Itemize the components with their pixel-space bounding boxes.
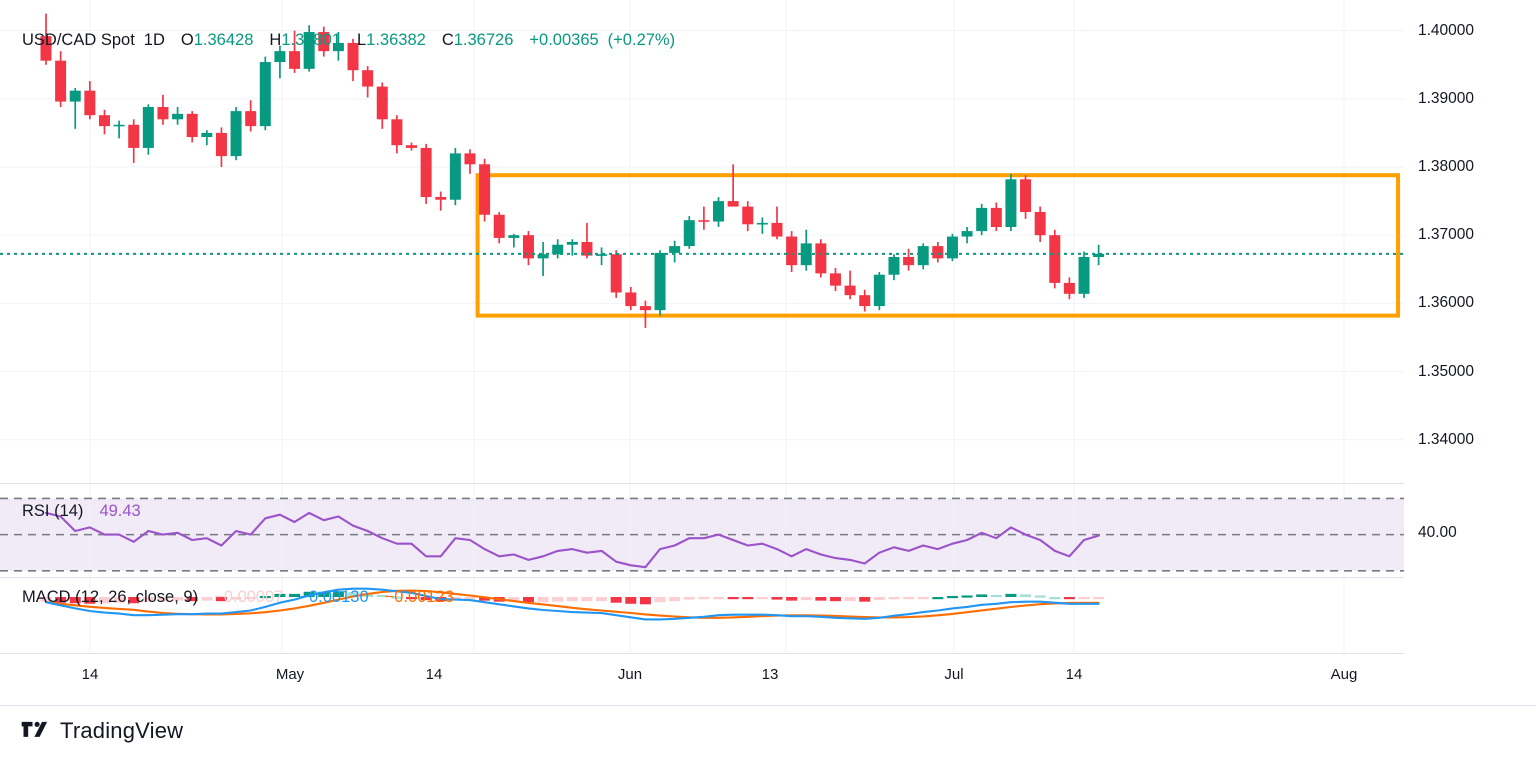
tradingview-logo: TradingView (20, 716, 183, 746)
y-axis-label: 1.40000 (1418, 21, 1475, 39)
x-axis-label: 13 (761, 666, 779, 683)
y-axis-label: 1.38000 (1418, 158, 1475, 175)
tradingview-wordmark: TradingView (60, 718, 184, 743)
pane-separator[interactable] (0, 483, 1404, 484)
x-axis-label: 14 (81, 666, 99, 683)
pane-separator[interactable] (0, 577, 1404, 578)
price-plot[interactable] (0, 0, 1404, 484)
rsi-axis[interactable]: 40.00 49.43 (1404, 484, 1536, 578)
rsi-canvas (0, 484, 1404, 578)
x-axis-label: 14 (425, 666, 443, 683)
price-pane[interactable]: 1.36726 1.400001.390001.380001.370001.36… (0, 0, 1536, 484)
rsi-level-label: 40.00 (1418, 524, 1457, 541)
y-axis-label: 1.34000 (1418, 430, 1475, 448)
y-axis-label: 1.39000 (1418, 89, 1475, 107)
x-axis-label: May (275, 666, 305, 683)
time-axis-separator (0, 705, 1536, 706)
tradingview-mark-icon (21, 721, 48, 737)
rsi-pane[interactable]: 40.00 49.43 (0, 484, 1536, 578)
time-axis-plot: 14 May 14 Jun 13 Jul 14 Aug (0, 654, 1404, 706)
y-axis-label: 1.37000 (1418, 226, 1475, 244)
price-canvas (0, 0, 1404, 484)
macd-pane[interactable]: −0.00007 −0.00123 −0.00130 (0, 578, 1536, 654)
macd-canvas (40, 578, 1345, 654)
rsi-plot[interactable] (0, 484, 1404, 578)
x-axis-label: Jul (944, 666, 964, 683)
y-axis-label: 1.36000 (1418, 294, 1475, 312)
price-axis[interactable]: 1.36726 1.400001.390001.380001.370001.36… (1404, 0, 1536, 484)
x-axis-label: 14 (1065, 666, 1083, 683)
pane-separator (0, 653, 1404, 654)
y-axis-label: 1.35000 (1418, 362, 1475, 380)
macd-plot[interactable] (0, 578, 1404, 654)
macd-axis[interactable]: −0.00007 −0.00123 −0.00130 (1404, 578, 1536, 654)
time-axis[interactable]: 14 May 14 Jun 13 Jul 14 Aug (0, 654, 1536, 706)
x-axis-label: Jun (617, 666, 643, 683)
x-axis-label: Aug (1330, 666, 1358, 683)
